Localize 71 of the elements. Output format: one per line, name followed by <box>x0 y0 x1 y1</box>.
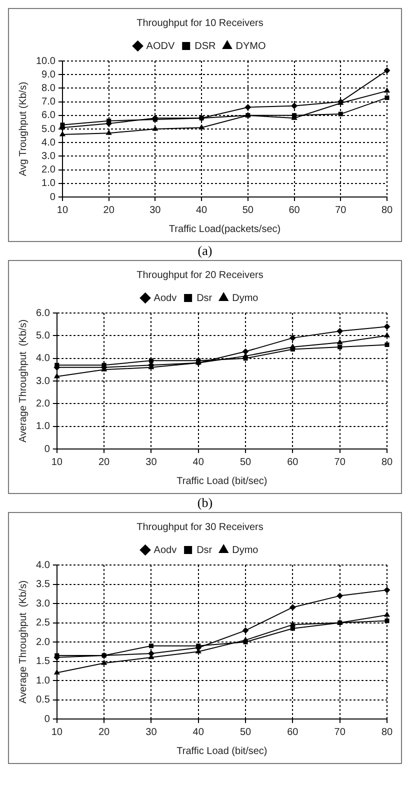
x-tick-label: 40 <box>196 204 208 216</box>
y-tick-label: 3.0 <box>42 150 56 162</box>
x-tick-label: 20 <box>98 726 110 738</box>
text: (b) <box>196 494 214 512</box>
x-tick-label: 80 <box>381 204 393 216</box>
x-tick-label: 30 <box>146 726 158 738</box>
legend-label: Dsr <box>196 292 213 304</box>
y-tick-label: 0.5 <box>36 694 50 706</box>
legend-label: Dymo <box>232 544 259 556</box>
legend-label: Dsr <box>196 544 213 556</box>
y-tick-label: 5.0 <box>42 124 56 135</box>
y-tick-label: 6.0 <box>42 110 56 122</box>
y-tick-label: 4.0 <box>42 137 56 148</box>
y-tick-label: 2.0 <box>36 398 50 410</box>
x-tick-label: 70 <box>334 726 346 738</box>
x-tick-label: 30 <box>150 204 162 216</box>
text: (a) <box>196 242 214 260</box>
x-tick-label: 60 <box>287 456 299 468</box>
legend-label: AODV <box>146 40 175 52</box>
x-tick-label: 70 <box>334 456 346 468</box>
y-tick-label: 2.0 <box>36 636 50 648</box>
legend-label: DSR <box>194 40 216 52</box>
y-tick-label: 6.0 <box>36 308 50 319</box>
y-tick-label: 4.0 <box>36 353 50 364</box>
y-tick-label: 10.0 <box>36 56 56 67</box>
x-tick-label: 20 <box>103 204 115 216</box>
y-axis-title: Average Throughput (Kb/s) <box>18 319 29 443</box>
chart-title: Throughput for 20 Receivers <box>136 270 264 281</box>
y-tick-label: 1.0 <box>36 675 50 686</box>
x-axis-title: Traffic Load(packets/sec) <box>168 224 281 235</box>
y-tick-label: 2.0 <box>42 164 56 176</box>
legend-label: Aodv <box>154 544 177 556</box>
y-tick-label: 9.0 <box>42 69 56 80</box>
legend-label: DYMO <box>236 40 266 52</box>
x-tick-label: 80 <box>381 726 393 738</box>
x-tick-label: 50 <box>240 456 252 468</box>
legend-label: Aodv <box>154 292 177 304</box>
y-tick-label: 3.5 <box>36 579 50 590</box>
x-tick-label: 60 <box>287 726 299 738</box>
x-axis-title: Traffic Load (bit/sec) <box>176 746 268 757</box>
x-tick-label: 10 <box>51 726 63 738</box>
y-tick-label: 1.0 <box>42 178 56 190</box>
y-tick-label: 7.0 <box>42 96 56 108</box>
x-axis-title: Traffic Load (bit/sec) <box>176 476 268 487</box>
legend-label: Dymo <box>232 292 259 304</box>
x-tick-label: 60 <box>288 204 300 216</box>
x-tick-label: 30 <box>146 456 158 468</box>
x-tick-label: 20 <box>98 456 110 468</box>
x-tick-label: 10 <box>56 204 68 216</box>
y-tick-label: 0 <box>44 444 50 455</box>
x-tick-label: 80 <box>381 456 393 468</box>
x-tick-label: 50 <box>242 204 254 216</box>
x-tick-label: 50 <box>240 726 252 738</box>
x-tick-label: 40 <box>192 726 204 738</box>
y-tick-label: 5.0 <box>36 330 50 342</box>
y-tick-label: 1.0 <box>36 421 50 432</box>
x-tick-label: 40 <box>192 456 204 468</box>
x-tick-label: 70 <box>335 204 347 216</box>
y-tick-label: 2.5 <box>36 618 50 628</box>
y-tick-label: 0 <box>44 714 50 725</box>
y-tick-label: 1.5 <box>36 656 50 667</box>
y-axis-title: Average Throughput (Kb/s) <box>18 580 29 704</box>
y-tick-label: 0 <box>50 192 56 203</box>
chart-title: Throughput for 10 Receivers <box>136 18 264 29</box>
y-axis-title: Avg Troughput (Kb/s) <box>18 82 29 176</box>
y-tick-label: 8.0 <box>42 82 56 94</box>
y-tick-label: 3.0 <box>36 598 50 610</box>
chart-title: Throughput for 30 Receivers <box>136 522 264 533</box>
y-tick-label: 4.0 <box>36 560 50 571</box>
y-tick-label: 3.0 <box>36 376 50 387</box>
x-tick-label: 10 <box>51 456 63 468</box>
